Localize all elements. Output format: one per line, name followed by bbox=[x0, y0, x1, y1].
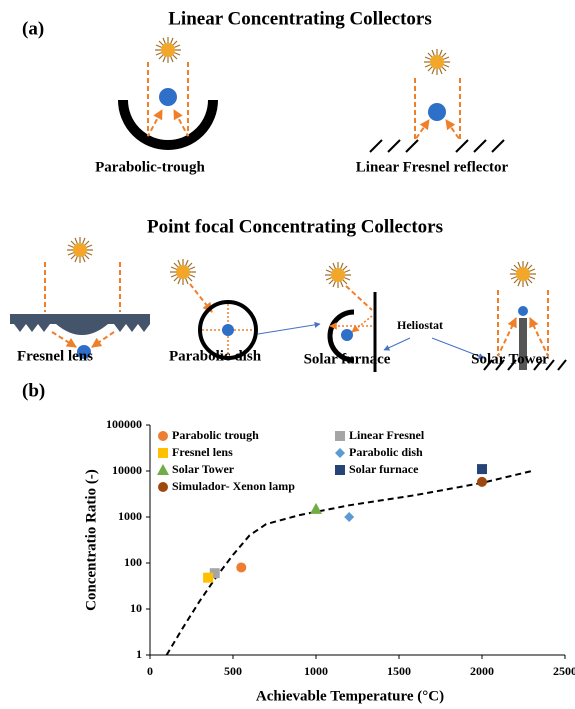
ray bbox=[530, 290, 548, 356]
y-tick-label: 10 bbox=[130, 601, 142, 615]
link-arrow bbox=[258, 324, 320, 334]
sun-icon bbox=[67, 237, 93, 263]
sun-icon bbox=[155, 37, 181, 63]
data-point bbox=[310, 503, 322, 514]
sun-icon bbox=[424, 49, 450, 75]
y-tick-label: 1 bbox=[136, 647, 142, 661]
collector-label: Parabolic dish bbox=[169, 348, 262, 364]
legend-label: Linear Fresnel bbox=[349, 428, 425, 442]
legend-label: Solar furnace bbox=[349, 462, 419, 476]
link-arrow bbox=[384, 338, 410, 350]
x-tick-label: 500 bbox=[224, 664, 242, 678]
x-tick-label: 1500 bbox=[387, 664, 411, 678]
collector-label: Fresnel lens bbox=[17, 348, 93, 364]
collector-label: Solar furnace bbox=[304, 351, 391, 367]
receiver bbox=[222, 324, 234, 336]
x-tick-label: 2500 bbox=[553, 664, 575, 678]
panel-b: (b) Achievable Temperature (°C) Concentr… bbox=[22, 380, 575, 704]
collector-label: Parabolic-trough bbox=[95, 159, 205, 175]
data-point bbox=[236, 562, 246, 572]
trough bbox=[123, 100, 213, 145]
figure: (a) Linear Concentrating Collectors Para… bbox=[0, 0, 575, 709]
legend-swatch bbox=[157, 464, 169, 475]
lens bbox=[10, 314, 150, 335]
legend-label: Fresnel lens bbox=[172, 445, 233, 459]
legend-swatch bbox=[335, 465, 345, 475]
x-tick-label: 0 bbox=[147, 664, 153, 678]
y-tick-label: 10000 bbox=[112, 463, 142, 477]
legend-label: Parabolic dish bbox=[349, 445, 423, 459]
ray bbox=[346, 286, 372, 310]
panel-label: (a) bbox=[22, 18, 44, 39]
legend-label: Simulador- Xenon lamp bbox=[172, 479, 295, 493]
ray bbox=[92, 332, 114, 347]
collector-label: Linear Fresnel reflector bbox=[356, 159, 509, 175]
ray bbox=[446, 78, 460, 140]
data-point bbox=[477, 477, 487, 487]
legend-swatch bbox=[158, 431, 168, 441]
mirrors bbox=[370, 140, 504, 152]
legend-label: Solar Tower bbox=[172, 462, 235, 476]
panel-label: (b) bbox=[22, 380, 45, 401]
sun-icon bbox=[510, 261, 536, 287]
sun-icon bbox=[170, 259, 196, 285]
ray bbox=[352, 316, 372, 332]
legend-label: Parabolic trough bbox=[172, 428, 259, 442]
trend-line bbox=[167, 471, 532, 655]
x-tick-label: 1000 bbox=[304, 664, 328, 678]
receiver bbox=[159, 88, 177, 106]
receiver bbox=[428, 103, 446, 121]
y-tick-label: 100000 bbox=[106, 417, 142, 431]
legend-swatch bbox=[335, 448, 345, 458]
ray bbox=[498, 290, 516, 356]
panel-a: (a) Linear Concentrating Collectors Para… bbox=[10, 8, 566, 372]
x-tick-label: 2000 bbox=[470, 664, 494, 678]
section-title: Point focal Concentrating Collectors bbox=[147, 216, 443, 237]
heliostat-label: Heliostat bbox=[397, 318, 443, 332]
collector-label: Solar Tower bbox=[471, 351, 549, 367]
ray bbox=[415, 78, 429, 140]
data-point bbox=[477, 464, 487, 474]
x-axis-title: Achievable Temperature (°C) bbox=[256, 688, 444, 704]
y-tick-label: 1000 bbox=[118, 509, 142, 523]
legend-swatch bbox=[158, 482, 168, 492]
ray bbox=[52, 332, 76, 347]
data-point bbox=[203, 573, 213, 583]
legend-swatch bbox=[158, 448, 168, 458]
legend-swatch bbox=[335, 431, 345, 441]
y-axis-title: Concentratio Ratio (-) bbox=[83, 469, 99, 611]
receiver bbox=[518, 306, 528, 316]
y-tick-label: 100 bbox=[124, 555, 142, 569]
sun-icon bbox=[325, 262, 351, 288]
data-point bbox=[344, 512, 354, 522]
section-title: Linear Concentrating Collectors bbox=[168, 8, 432, 29]
receiver bbox=[341, 329, 353, 341]
